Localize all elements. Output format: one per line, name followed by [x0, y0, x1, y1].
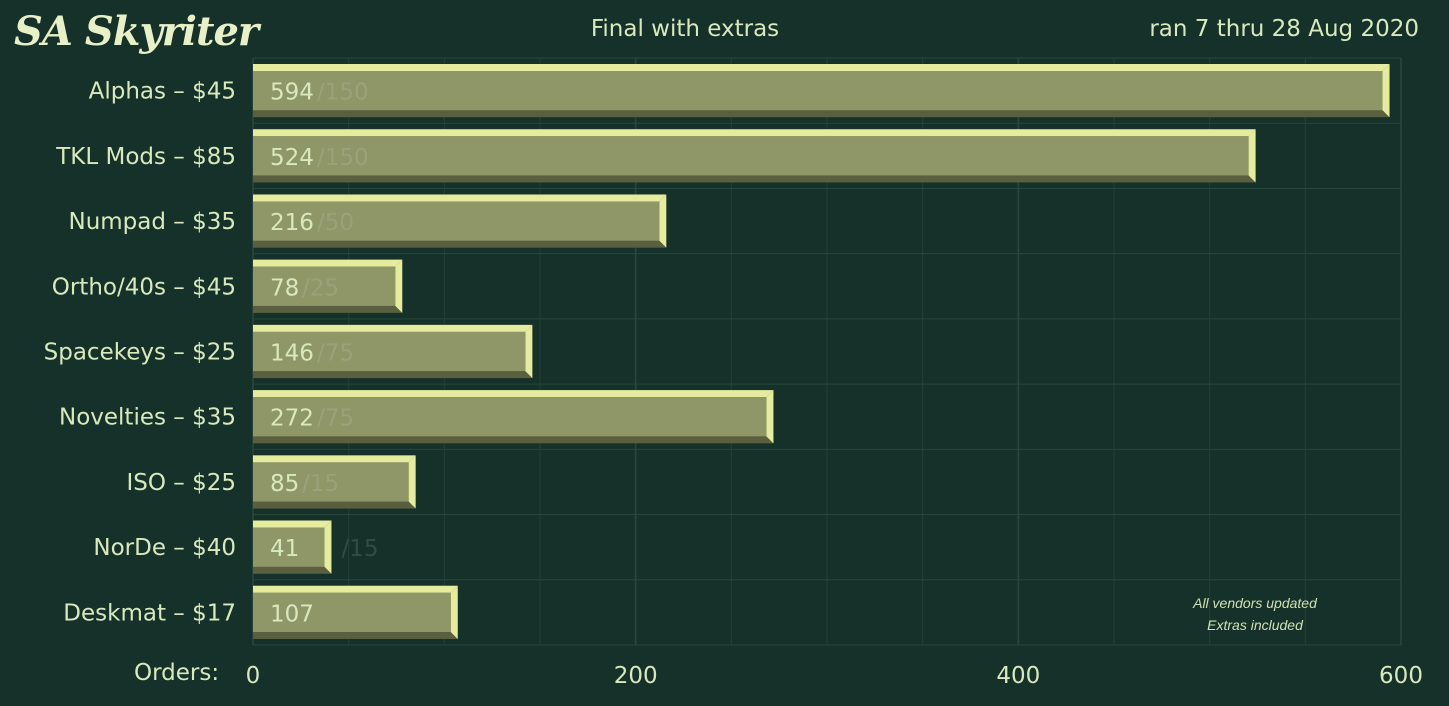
bar-bevel-top: [253, 455, 416, 463]
chart-note: All vendors updated Extras included: [1160, 592, 1350, 636]
bar-face: [253, 527, 325, 567]
bar-bevel-top: [253, 585, 458, 593]
bar-face: [253, 397, 767, 437]
bar-bevel-right: [1248, 129, 1256, 183]
bar-bevel-top: [253, 129, 1256, 137]
bar-face: [253, 201, 660, 241]
bar-face: [253, 71, 1383, 111]
note-line-2: Extras included: [1207, 617, 1303, 633]
target-label: /50: [317, 210, 354, 236]
category-label: NorDe – $40: [93, 535, 236, 561]
category-label: Numpad – $35: [68, 209, 236, 235]
target-label: /75: [317, 406, 354, 432]
target-label: /15: [341, 536, 378, 562]
x-tick-label: 400: [996, 663, 1040, 689]
bar-bevel-right: [525, 324, 533, 379]
value-label: 272: [270, 406, 314, 432]
target-label: /150: [317, 80, 369, 106]
category-label: ISO – $25: [126, 470, 236, 496]
value-label: 107: [270, 601, 314, 627]
x-tick-label: 0: [246, 663, 261, 689]
bar-face: [253, 592, 451, 632]
target-label: /150: [317, 145, 369, 171]
bar-face: [253, 266, 396, 306]
bar-bevel-top: [253, 324, 533, 332]
value-label: 594: [270, 80, 314, 106]
target-label: /15: [302, 471, 339, 497]
bar-bevel-top: [253, 194, 667, 202]
x-tick-label: 600: [1379, 663, 1423, 689]
x-axis-label: Orders:: [134, 660, 220, 686]
value-label: 524: [270, 145, 314, 171]
value-label: 85: [270, 471, 299, 497]
bar-bevel-right: [450, 585, 458, 639]
value-label: 216: [270, 210, 314, 236]
note-line-1: All vendors updated: [1193, 595, 1317, 611]
bar-bevel-top: [253, 390, 774, 398]
category-label: Ortho/40s – $45: [52, 274, 236, 300]
value-label: 146: [270, 341, 314, 367]
bar-bevel-top: [253, 520, 332, 528]
category-label: TKL Mods – $85: [55, 144, 236, 170]
bar-bevel-right: [659, 194, 667, 248]
brand-logo: SA Skyriter: [14, 8, 259, 55]
bar-face: [253, 136, 1249, 176]
chart-subtitle: Final with extras: [590, 16, 780, 42]
bar-bevel-top: [253, 64, 1390, 71]
category-label: Alphas – $45: [89, 79, 236, 105]
category-label: Novelties – $35: [59, 405, 236, 431]
bar-bevel-right: [324, 520, 332, 574]
bar-bevel-right: [766, 390, 774, 444]
category-label: Spacekeys – $25: [44, 340, 236, 366]
bar-bevel-right: [1382, 64, 1390, 118]
bar-bevel-right: [408, 455, 416, 509]
target-label: /75: [317, 341, 354, 367]
bar-bevel-right: [395, 259, 403, 313]
bar-face: [253, 331, 526, 372]
category-label: Deskmat – $17: [63, 600, 236, 626]
date-range: ran 7 thru 28 Aug 2020: [1149, 16, 1419, 42]
bar-bevel-top: [253, 259, 403, 267]
value-label: 78: [270, 275, 299, 301]
bar-face: [253, 462, 409, 502]
target-label: /25: [302, 275, 339, 301]
value-label: 41: [270, 536, 299, 562]
x-tick-label: 200: [614, 663, 658, 689]
